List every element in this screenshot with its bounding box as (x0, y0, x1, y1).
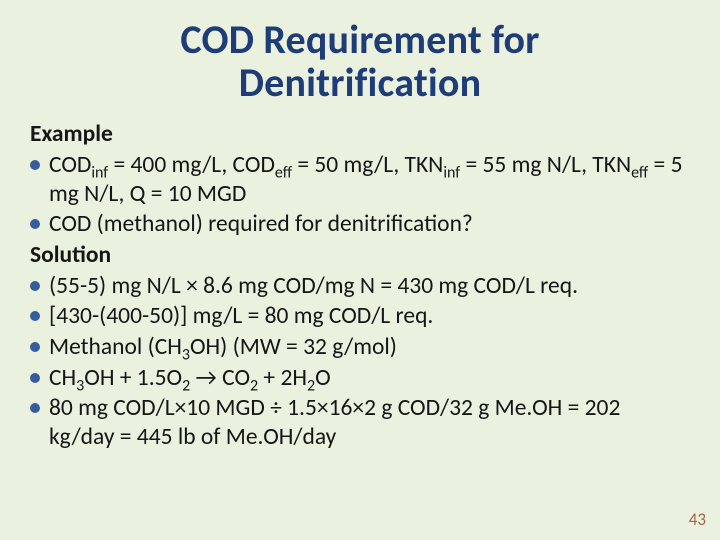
bullet-icon (30, 219, 40, 229)
slide-body: Example CODinf = 400 mg/L, CODeff = 50 m… (30, 120, 690, 451)
bullet-text: COD (methanol) required for denitrificat… (49, 210, 690, 239)
bullet-final-calc: 80 mg COD/L×10 MGD ÷ 1.5×16×2 g COD/32 g… (30, 394, 690, 451)
bullet-icon (30, 342, 40, 352)
bullet-given: CODinf = 400 mg/L, CODeff = 50 mg/L, TKN… (30, 151, 690, 208)
bullet-question: COD (methanol) required for denitrificat… (30, 210, 690, 239)
bullet-step-2: [430-(400-50)] mg/L = 80 mg COD/L req. (30, 302, 690, 331)
bullet-methanol-mw: Methanol (CH3OH) (MW = 32 g/mol) (30, 333, 690, 362)
slide-title: COD Requirement for Denitrification (30, 18, 690, 104)
bullet-text: (55-5) mg N/L × 8.6 mg COD/mg N = 430 mg… (49, 272, 690, 301)
bullet-step-1: (55-5) mg N/L × 8.6 mg COD/mg N = 430 mg… (30, 272, 690, 301)
page-number: 43 (689, 509, 706, 530)
bullet-text: 80 mg COD/L×10 MGD ÷ 1.5×16×2 g COD/32 g… (49, 394, 690, 451)
bullet-icon (30, 403, 40, 413)
bullet-text: Methanol (CH3OH) (MW = 32 g/mol) (49, 333, 690, 362)
bullet-icon (30, 160, 40, 170)
title-line-1: COD Requirement for (180, 15, 539, 64)
bullet-icon (30, 281, 40, 291)
bullet-text: CODinf = 400 mg/L, CODeff = 50 mg/L, TKN… (49, 151, 690, 208)
solution-heading: Solution (30, 241, 690, 270)
bullet-text: [430-(400-50)] mg/L = 80 mg COD/L req. (49, 302, 690, 331)
bullet-text: CH3OH + 1.5O2 → CO2 + 2H2O (49, 364, 690, 393)
bullet-icon (30, 373, 40, 383)
bullet-reaction: CH3OH + 1.5O2 → CO2 + 2H2O (30, 364, 690, 393)
bullet-icon (30, 311, 40, 321)
example-heading: Example (30, 120, 690, 149)
title-line-2: Denitrification (239, 58, 482, 107)
slide: COD Requirement for Denitrification Exam… (0, 0, 720, 540)
